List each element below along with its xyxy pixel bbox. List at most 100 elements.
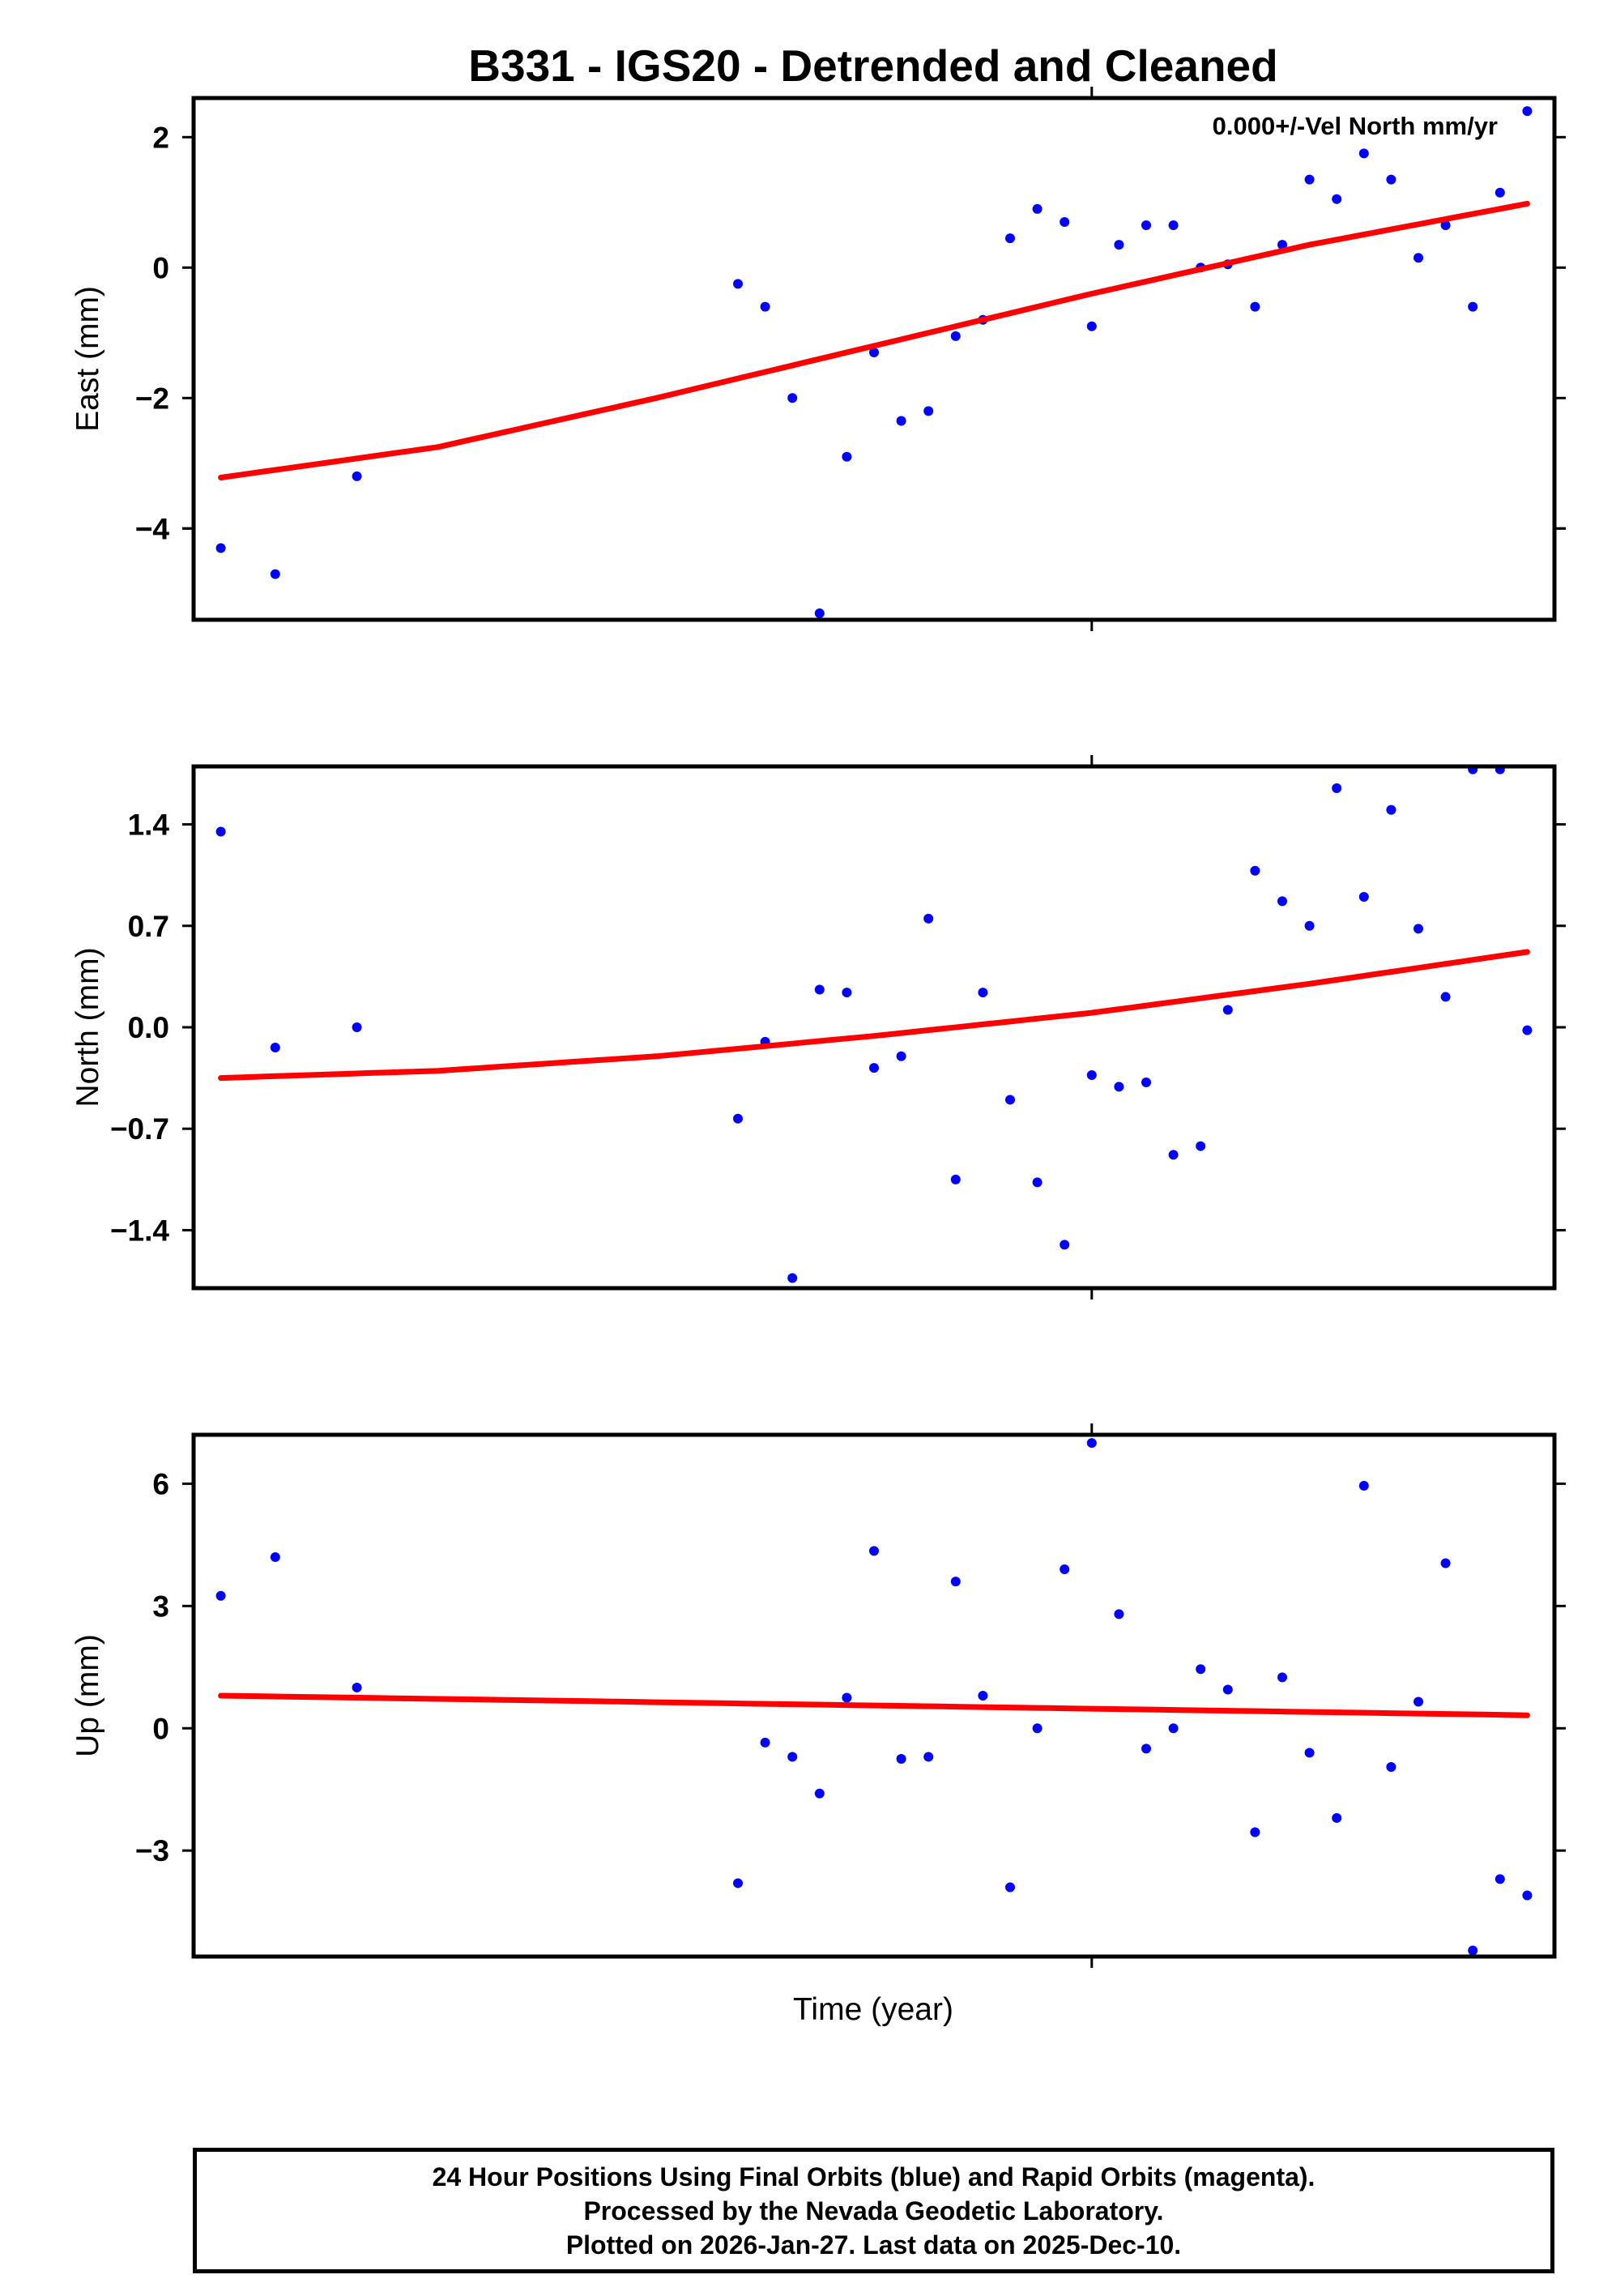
data-point xyxy=(1060,1240,1070,1250)
data-point xyxy=(1168,220,1179,230)
y-axis-label: East (mm) xyxy=(70,286,105,432)
data-point xyxy=(352,1022,362,1032)
data-point xyxy=(1168,1723,1179,1734)
data-point xyxy=(869,1063,879,1073)
data-point xyxy=(270,1551,280,1562)
data-point xyxy=(1440,992,1451,1002)
data-point xyxy=(1222,1005,1233,1015)
data-point xyxy=(1196,1141,1206,1151)
y-tick-label: 1.4 xyxy=(128,809,170,842)
data-point xyxy=(923,406,934,416)
data-point xyxy=(1386,804,1396,815)
y-tick-label: 3 xyxy=(152,1590,169,1623)
data-point xyxy=(787,1273,798,1283)
data-point xyxy=(215,1590,226,1601)
data-point xyxy=(978,988,988,998)
data-point xyxy=(1358,1480,1369,1491)
data-point xyxy=(1060,1564,1070,1575)
panel-2: 1.4 0.7 0.0 −0.7 −1.4 North (mm) xyxy=(70,755,1566,1300)
data-point xyxy=(1332,194,1342,204)
data-point xyxy=(896,1051,906,1061)
data-point xyxy=(1386,1762,1396,1773)
data-point xyxy=(950,1174,961,1184)
data-point xyxy=(787,1752,798,1762)
data-point xyxy=(1032,1723,1043,1734)
data-point xyxy=(1468,1945,1478,1956)
data-point xyxy=(270,1043,280,1053)
data-point xyxy=(1250,301,1260,312)
data-point xyxy=(1086,1070,1097,1081)
data-point xyxy=(896,1753,906,1764)
data-point xyxy=(950,1577,961,1587)
plot-frame xyxy=(191,1432,1557,1959)
plot-frame xyxy=(191,764,1557,1291)
data-point xyxy=(1414,253,1423,263)
data-point xyxy=(923,913,934,924)
data-point xyxy=(1358,892,1369,902)
data-point xyxy=(733,279,743,289)
y-tick-label: −3 xyxy=(135,1834,169,1867)
fit-line xyxy=(218,1692,1530,1718)
data-point xyxy=(1114,1609,1124,1620)
data-point xyxy=(1005,1882,1015,1893)
data-point xyxy=(1060,216,1070,227)
data-point xyxy=(760,1737,770,1748)
footer-box: 24 Hour Positions Using Final Orbits (bl… xyxy=(193,2148,1554,2273)
data-point xyxy=(1304,920,1315,931)
data-point xyxy=(1168,1150,1179,1160)
data-point xyxy=(1277,240,1287,250)
data-point xyxy=(842,451,852,462)
y-tick-label: −4 xyxy=(135,512,170,545)
data-point xyxy=(1468,301,1478,312)
y-tick-label: −4 xyxy=(135,512,170,545)
data-point xyxy=(760,301,770,312)
data-point xyxy=(270,569,280,579)
y-tick-label: 0.0 xyxy=(128,1011,169,1044)
y-tick-label: 6 xyxy=(152,1467,169,1500)
fit-line xyxy=(218,200,1530,480)
data-point xyxy=(1414,924,1423,934)
x-axis-label: Time (year) xyxy=(793,1992,953,2027)
plot-frame xyxy=(191,96,1557,622)
data-point xyxy=(923,1752,934,1762)
data-point xyxy=(1495,187,1505,198)
data-point xyxy=(814,984,825,995)
data-point xyxy=(1086,1438,1097,1449)
footer-line-2: Processed by the Nevada Geodetic Laborat… xyxy=(583,2196,1164,2226)
data-point xyxy=(1032,1177,1043,1188)
data-point xyxy=(1114,1082,1124,1092)
data-point xyxy=(1414,1696,1423,1707)
data-point xyxy=(1304,1748,1315,1758)
data-point xyxy=(215,826,226,837)
data-point xyxy=(1440,1558,1451,1568)
data-point xyxy=(1032,203,1043,214)
data-point xyxy=(1005,233,1015,244)
data-point xyxy=(842,1692,852,1703)
fit-line xyxy=(218,949,1530,1082)
data-point xyxy=(978,1691,988,1701)
y-tick-label: 2 xyxy=(152,121,169,154)
data-point xyxy=(842,988,852,998)
y-axis-label: North (mm) xyxy=(70,947,105,1107)
footer-line-3: Plotted on 2026-Jan-27. Last data on 202… xyxy=(565,2230,1182,2260)
chart-title: B331 - IGS20 - Detrended and Cleaned xyxy=(468,41,1277,91)
y-axis-label: Up (mm) xyxy=(70,1634,105,1757)
data-point xyxy=(1141,1077,1151,1087)
data-point xyxy=(869,1546,879,1556)
data-point xyxy=(787,393,798,403)
data-point xyxy=(1386,174,1396,185)
panel-3: 6 3 0 −3 Up (mm) xyxy=(70,1423,1566,1968)
data-point xyxy=(1277,896,1287,907)
data-point xyxy=(1141,1743,1151,1754)
data-point xyxy=(814,608,825,618)
data-point xyxy=(1141,220,1151,230)
data-point xyxy=(1522,106,1533,117)
data-point xyxy=(1250,1827,1260,1837)
y-tick-label: −1.4 xyxy=(110,1214,169,1247)
data-point xyxy=(1440,220,1451,230)
data-point xyxy=(352,1682,362,1692)
data-point xyxy=(352,471,362,481)
y-tick-label: −2 xyxy=(135,382,169,415)
